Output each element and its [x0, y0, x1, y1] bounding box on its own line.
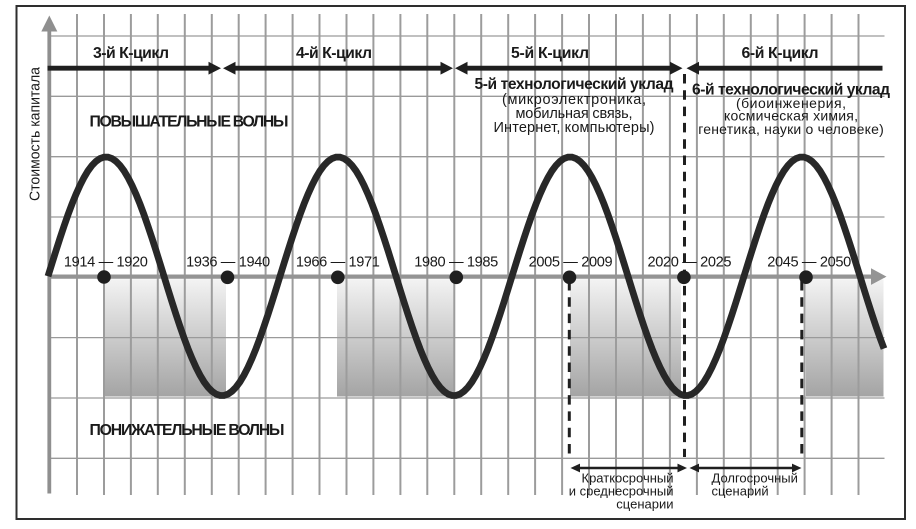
svg-text:(биоинженерия,: (биоинженерия,: [736, 95, 846, 111]
svg-text:4-й К-цикл: 4-й К-цикл: [296, 45, 372, 62]
svg-text:(микроэлектроника,: (микроэлектроника,: [502, 92, 646, 108]
svg-text:1966 — 1971: 1966 — 1971: [296, 255, 380, 271]
svg-text:ПОВЫШАТЕЛЬНЫЕ ВОЛНЫ: ПОВЫШАТЕЛЬНЫЕ ВОЛНЫ: [90, 114, 289, 131]
svg-text:Интернет, компьютеры): Интернет, компьютеры): [494, 120, 655, 136]
svg-text:мобильная связь,: мобильная связь,: [516, 106, 633, 122]
svg-text:2005 — 2009: 2005 — 2009: [529, 255, 613, 271]
svg-text:Долгосрочный: Долгосрочный: [712, 470, 798, 485]
svg-text:2020 — 2025: 2020 — 2025: [648, 255, 732, 271]
svg-text:5-й технологический уклад: 5-й технологический уклад: [475, 76, 674, 93]
svg-text:2045 — 2050: 2045 — 2050: [767, 255, 851, 271]
svg-text:1914 — 1920: 1914 — 1920: [64, 255, 148, 271]
svg-text:генетика, науки о человеке): генетика, науки о человеке): [698, 121, 884, 137]
svg-text:6-й технологический уклад: 6-й технологический уклад: [692, 81, 890, 98]
svg-text:космическая химия,: космическая химия,: [724, 108, 858, 124]
svg-text:5-й К-цикл: 5-й К-цикл: [511, 45, 589, 62]
svg-text:1980 — 1985: 1980 — 1985: [414, 255, 498, 271]
svg-text:6-й К-цикл: 6-й К-цикл: [742, 45, 819, 62]
svg-text:Краткосрочный: Краткосрочный: [582, 470, 674, 485]
svg-text:ПОНИЖАТЕЛЬНЫЕ ВОЛНЫ: ПОНИЖАТЕЛЬНЫЕ ВОЛНЫ: [90, 422, 285, 439]
svg-text:сценарий: сценарий: [712, 483, 769, 498]
svg-text:и среднесрочный: и среднесрочный: [569, 483, 674, 498]
svg-text:сценарии: сценарии: [616, 496, 673, 511]
svg-text:1936 — 1940: 1936 — 1940: [186, 255, 270, 271]
svg-text:3-й К-цикл: 3-й К-цикл: [93, 45, 169, 62]
svg-text:Стоимость капитала: Стоимость капитала: [28, 66, 44, 201]
